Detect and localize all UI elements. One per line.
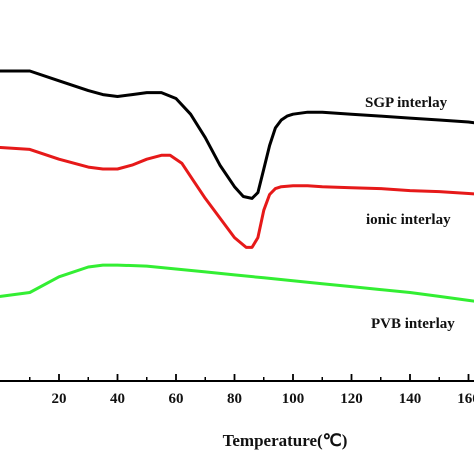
x-tick-label: 140 <box>399 391 422 407</box>
series-line-0 <box>0 69 474 200</box>
x-tick-label: 20 <box>52 391 67 407</box>
x-tick-label: 40 <box>110 391 125 407</box>
series-label-2: PVB interlay <box>371 316 455 332</box>
series-line-2 <box>0 263 474 303</box>
x-tick-label: 60 <box>169 391 184 407</box>
x-tick-label: 120 <box>340 391 363 407</box>
series-label-layer: SGP interlay ionic interlay PVB interlay <box>365 95 455 332</box>
x-tick-label: 100 <box>282 391 305 407</box>
x-tick-label: 160 <box>457 391 474 407</box>
series-label-1: ionic interlay <box>366 212 451 228</box>
x-tick-layer: 20 40 60 80 100 120 140 160 <box>29 374 474 407</box>
series-line-1 <box>0 146 474 249</box>
series-label-0: SGP interlay <box>365 95 448 111</box>
series-layer <box>0 69 474 303</box>
x-axis-title: Temperature(℃) <box>223 431 348 450</box>
x-tick-label: 80 <box>227 391 242 407</box>
